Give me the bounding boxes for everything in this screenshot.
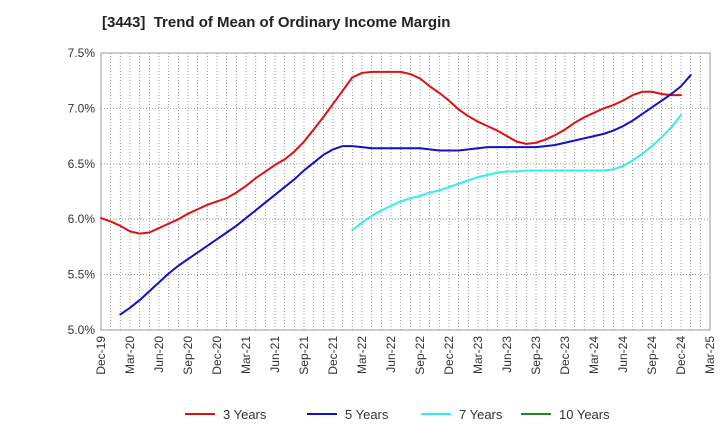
plot-area bbox=[100, 52, 711, 331]
x-tick-label: Sep-21 bbox=[297, 336, 311, 375]
x-tick-label: Dec-20 bbox=[210, 336, 224, 375]
x-tick-label: Mar-21 bbox=[239, 336, 253, 374]
y-tick-label: 7.5% bbox=[68, 46, 96, 60]
x-tick-label: Dec-19 bbox=[94, 336, 108, 375]
legend-label: 5 Years bbox=[345, 407, 389, 422]
y-tick-label: 6.5% bbox=[68, 157, 96, 171]
y-tick-label: 7.0% bbox=[68, 101, 96, 115]
x-tick-label: Dec-24 bbox=[674, 336, 688, 375]
x-tick-label: Mar-25 bbox=[703, 336, 717, 374]
x-tick-label: Jun-22 bbox=[384, 336, 398, 373]
x-tick-label: Sep-24 bbox=[645, 336, 659, 375]
x-tick-label: Mar-23 bbox=[471, 336, 485, 374]
y-tick-label: 6.0% bbox=[68, 212, 96, 226]
x-tick-label: Dec-22 bbox=[442, 336, 456, 375]
x-tick-label: Mar-24 bbox=[587, 336, 601, 374]
y-tick-label: 5.5% bbox=[68, 268, 96, 282]
series-line-7-years bbox=[351, 114, 682, 232]
y-tick-label: 5.0% bbox=[68, 323, 96, 337]
x-tick-label: Dec-23 bbox=[558, 336, 572, 375]
x-tick-label: Jun-21 bbox=[268, 336, 282, 373]
x-tick-label: Dec-21 bbox=[326, 336, 340, 375]
legend-label: 7 Years bbox=[459, 407, 503, 422]
x-tick-label: Mar-22 bbox=[355, 336, 369, 374]
legend-label: 3 Years bbox=[223, 407, 267, 422]
series-line-5-years bbox=[119, 74, 692, 316]
x-tick-label: Sep-22 bbox=[413, 336, 427, 375]
chart-title: [3443] Trend of Mean of Ordinary Income … bbox=[102, 14, 451, 31]
x-tick-label: Jun-20 bbox=[152, 336, 166, 373]
series-line-3-years bbox=[100, 70, 682, 235]
x-tick-label: Jun-23 bbox=[500, 336, 514, 373]
x-tick-label: Jun-24 bbox=[616, 336, 630, 373]
x-tick-label: Sep-23 bbox=[529, 336, 543, 375]
x-tick-label: Sep-20 bbox=[181, 336, 195, 375]
legend-label: 10 Years bbox=[559, 407, 610, 422]
x-tick-label: Mar-20 bbox=[123, 336, 137, 374]
